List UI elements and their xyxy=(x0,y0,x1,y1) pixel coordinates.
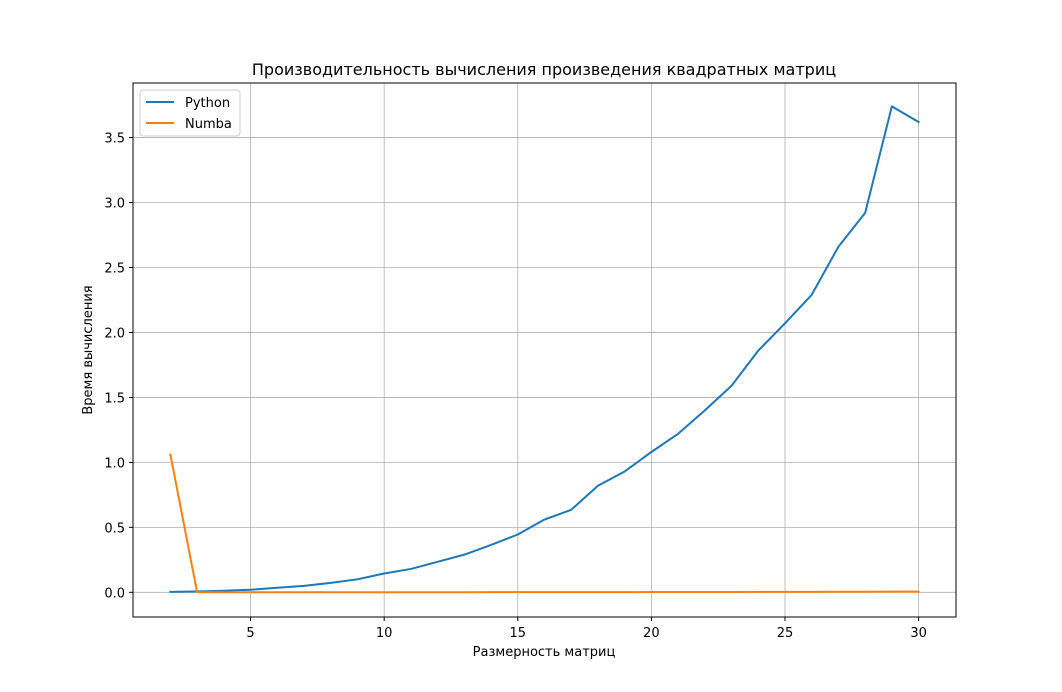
x-axis: 5 10 15 20 25 30 xyxy=(246,617,927,641)
chart-title: Производительность вычисления произведен… xyxy=(252,60,836,79)
y-tick-label: 2.5 xyxy=(104,261,125,276)
x-axis-label: Размерность матриц xyxy=(473,645,616,660)
y-axis: 0.0 0.5 1.0 1.5 2.0 2.5 3.0 3.5 xyxy=(104,132,133,601)
y-tick-label: 2.0 xyxy=(104,326,125,341)
legend-label-python: Python xyxy=(185,96,230,111)
legend-label-numba: Numba xyxy=(185,117,232,132)
x-tick-label: 10 xyxy=(376,626,393,641)
y-axis-label: Время вычисления xyxy=(81,285,96,414)
y-tick-label: 0.5 xyxy=(104,521,125,536)
series-line-python xyxy=(169,105,920,593)
legend: Python Numba xyxy=(139,89,241,137)
x-tick-label: 25 xyxy=(777,626,794,641)
y-tick-label: 1.0 xyxy=(104,456,125,471)
x-tick-label: 5 xyxy=(246,626,254,641)
y-tick-label: 1.5 xyxy=(104,391,125,406)
x-tick-label: 30 xyxy=(910,626,927,641)
y-tick-label: 3.0 xyxy=(104,197,125,212)
x-tick-label: 15 xyxy=(510,626,527,641)
series-layer xyxy=(169,105,920,594)
series-line-numba xyxy=(169,453,920,594)
axes-frame xyxy=(132,82,957,618)
x-tick-label: 20 xyxy=(643,626,660,641)
y-tick-label: 3.5 xyxy=(104,132,125,147)
y-tick-label: 0.0 xyxy=(104,586,125,601)
grid xyxy=(133,83,956,617)
